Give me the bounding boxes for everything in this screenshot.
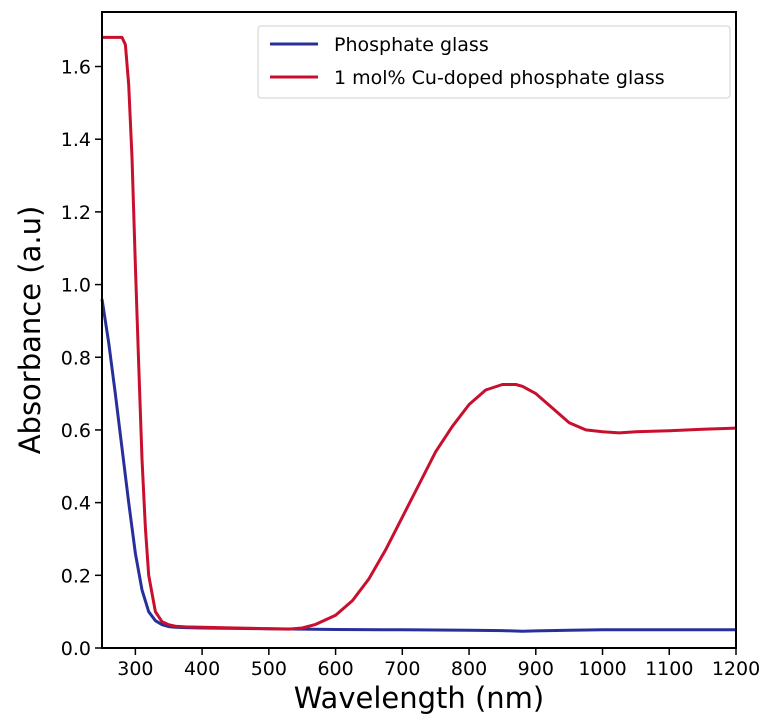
x-axis-title: Wavelength (nm) bbox=[294, 681, 545, 715]
y-tick-label: 0.4 bbox=[61, 493, 91, 515]
y-tick-label: 0.0 bbox=[61, 638, 91, 660]
legend-label-phosphate-glass: Phosphate glass bbox=[334, 34, 489, 56]
legend-label-cu-doped-glass: 1 mol% Cu-doped phosphate glass bbox=[334, 67, 665, 89]
x-tick-label: 600 bbox=[317, 658, 353, 680]
y-tick-label: 1.0 bbox=[61, 275, 91, 297]
y-tick-label: 1.4 bbox=[61, 129, 91, 151]
plot-frame bbox=[101, 11, 737, 649]
y-tick-label: 1.6 bbox=[61, 57, 91, 79]
series-line-phosphate-glass bbox=[100, 298, 736, 633]
legend-box bbox=[257, 25, 731, 99]
x-tick-label: 1000 bbox=[578, 658, 626, 680]
y-tick-label: 0.2 bbox=[61, 565, 91, 587]
y-axis-title: Absorbance (a.u) bbox=[13, 206, 47, 455]
x-tick-label: 700 bbox=[384, 658, 420, 680]
series-layer bbox=[100, 35, 737, 633]
x-axis-ticks: 300 400 500 600 700 800 900 1000 1100 1200 bbox=[117, 648, 760, 680]
legend: Phosphate glass 1 mol% Cu-doped phosphat… bbox=[257, 25, 731, 99]
x-tick-label: 900 bbox=[518, 658, 554, 680]
y-axis-ticks: 0.0 0.2 0.4 0.6 0.8 1.0 1.2 1.4 1.6 bbox=[61, 57, 102, 660]
x-tick-label: 300 bbox=[117, 658, 153, 680]
x-tick-label: 1200 bbox=[712, 658, 760, 680]
x-tick-label: 500 bbox=[251, 658, 287, 680]
x-tick-label: 1100 bbox=[645, 658, 693, 680]
y-tick-label: 1.2 bbox=[61, 202, 91, 224]
y-tick-label: 0.8 bbox=[61, 347, 91, 369]
x-tick-label: 800 bbox=[451, 658, 487, 680]
series-line-cu-doped-glass bbox=[102, 35, 737, 631]
y-tick-label: 0.6 bbox=[61, 420, 91, 442]
x-tick-label: 400 bbox=[184, 658, 220, 680]
